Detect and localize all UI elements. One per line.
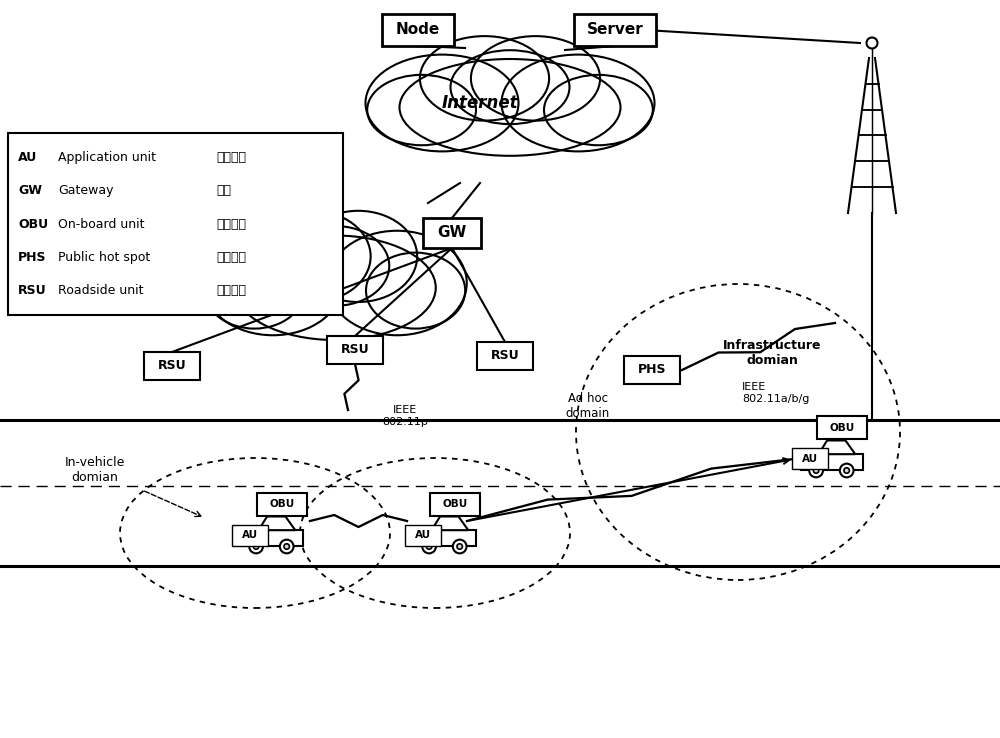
- Circle shape: [284, 544, 289, 549]
- Ellipse shape: [299, 211, 417, 302]
- Text: Access
network: Access network: [270, 274, 320, 302]
- Text: IEEE
802.11a/b/g: IEEE 802.11a/b/g: [742, 382, 809, 404]
- Text: AU: AU: [18, 151, 37, 165]
- Text: In-vehicle
domian: In-vehicle domian: [65, 456, 125, 484]
- Ellipse shape: [366, 252, 465, 328]
- Text: RSU: RSU: [158, 359, 186, 373]
- Text: Node: Node: [396, 22, 440, 38]
- Bar: [430, 492, 480, 516]
- Text: AU: AU: [242, 530, 258, 540]
- Text: Infrastructure
domian: Infrastructure domian: [723, 339, 821, 367]
- Text: PHS: PHS: [18, 251, 46, 263]
- Polygon shape: [819, 441, 855, 454]
- Text: Ad hoc
domain: Ad hoc domain: [566, 392, 610, 420]
- Text: OBU: OBU: [269, 499, 295, 509]
- Circle shape: [813, 468, 819, 473]
- Ellipse shape: [420, 36, 549, 120]
- Bar: [405, 525, 441, 545]
- Text: Internet: Internet: [442, 94, 518, 112]
- Bar: [817, 416, 867, 440]
- Ellipse shape: [327, 231, 467, 335]
- Circle shape: [249, 539, 263, 554]
- Text: RSU: RSU: [341, 343, 369, 356]
- Circle shape: [280, 539, 294, 554]
- Circle shape: [453, 539, 467, 554]
- Bar: [232, 525, 268, 545]
- Circle shape: [840, 463, 854, 477]
- Text: OBU: OBU: [442, 499, 468, 509]
- Ellipse shape: [366, 55, 518, 151]
- Text: RSU: RSU: [491, 350, 519, 362]
- Bar: [792, 449, 828, 469]
- Bar: [624, 356, 680, 384]
- Text: 车载单元: 车载单元: [216, 218, 246, 230]
- Text: 应用单元: 应用单元: [216, 151, 246, 165]
- Ellipse shape: [471, 36, 600, 120]
- Ellipse shape: [234, 235, 436, 340]
- Text: AU: AU: [802, 454, 818, 464]
- Bar: [257, 492, 307, 516]
- Text: On-board unit: On-board unit: [58, 218, 144, 230]
- Ellipse shape: [281, 226, 389, 306]
- Circle shape: [457, 544, 462, 549]
- Polygon shape: [432, 517, 468, 530]
- Bar: [574, 14, 656, 46]
- Text: OBU: OBU: [18, 218, 48, 230]
- Text: PHS: PHS: [638, 364, 666, 376]
- Ellipse shape: [205, 252, 304, 328]
- Circle shape: [422, 539, 436, 554]
- Bar: [414, 530, 476, 546]
- Text: Roadside unit: Roadside unit: [58, 283, 144, 297]
- Circle shape: [867, 38, 878, 49]
- Text: 网关: 网关: [216, 184, 231, 197]
- Text: Server: Server: [587, 22, 643, 38]
- Ellipse shape: [367, 75, 476, 145]
- Circle shape: [809, 463, 823, 477]
- Circle shape: [426, 544, 432, 549]
- Bar: [801, 454, 863, 470]
- Polygon shape: [259, 517, 295, 530]
- Bar: [423, 218, 481, 248]
- Ellipse shape: [544, 75, 653, 145]
- Text: Application unit: Application unit: [58, 151, 156, 165]
- Bar: [144, 352, 200, 380]
- Bar: [382, 14, 454, 46]
- Text: 路侧单元: 路侧单元: [216, 283, 246, 297]
- Circle shape: [844, 468, 849, 473]
- Text: AU: AU: [415, 530, 431, 540]
- Text: GW: GW: [437, 226, 467, 241]
- Circle shape: [253, 544, 259, 549]
- Text: Public hot spot: Public hot spot: [58, 251, 150, 263]
- Text: Gateway: Gateway: [58, 184, 114, 197]
- Ellipse shape: [450, 50, 570, 124]
- Bar: [327, 336, 383, 364]
- Bar: [8, 133, 343, 315]
- Text: IEEE
802.11p: IEEE 802.11p: [382, 405, 428, 427]
- Ellipse shape: [253, 211, 371, 302]
- Ellipse shape: [399, 59, 620, 156]
- Text: GW: GW: [18, 184, 42, 197]
- Text: RSU: RSU: [18, 283, 47, 297]
- Ellipse shape: [501, 55, 654, 151]
- Ellipse shape: [203, 231, 343, 335]
- Bar: [477, 342, 533, 370]
- Text: 公共热点: 公共热点: [216, 251, 246, 263]
- Text: OBU: OBU: [829, 423, 855, 433]
- Bar: [241, 530, 303, 546]
